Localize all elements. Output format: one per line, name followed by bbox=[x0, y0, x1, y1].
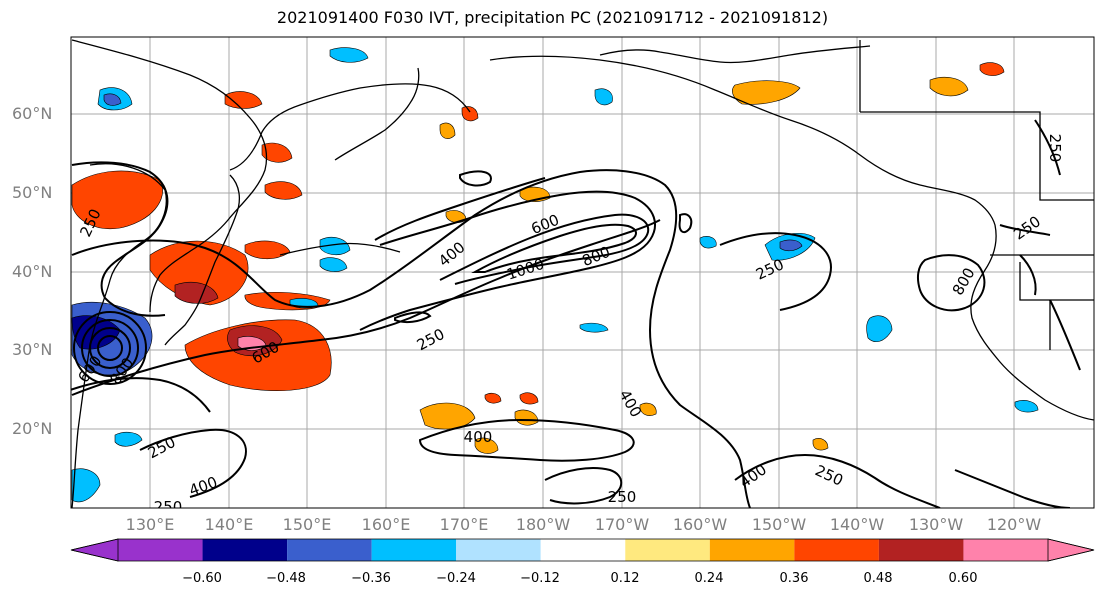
ivt-contours bbox=[71, 119, 1081, 508]
colorbar-extend-low bbox=[70, 538, 119, 562]
colorbar-tick-label: 0.48 bbox=[863, 571, 893, 586]
colorbar-segment bbox=[118, 539, 203, 561]
lon-label: 150°W bbox=[751, 515, 807, 534]
lon-label: 130°E bbox=[125, 515, 175, 534]
contour-label: 250 bbox=[1046, 134, 1064, 163]
colorbar-segment bbox=[709, 539, 795, 561]
lat-label: 50°N bbox=[12, 183, 53, 202]
lat-label: 60°N bbox=[12, 104, 53, 123]
lon-label: 120°W bbox=[986, 515, 1042, 534]
colorbar-segment bbox=[794, 539, 879, 561]
lon-label: 140°W bbox=[829, 515, 885, 534]
colorbar-extend-high bbox=[1047, 538, 1095, 562]
contour-label: 250 bbox=[608, 488, 637, 506]
lon-label: 180°W bbox=[515, 515, 571, 534]
colorbar-tick-label: 0.12 bbox=[610, 571, 640, 586]
lon-label: 150°E bbox=[282, 515, 332, 534]
lon-label: 170°W bbox=[594, 515, 650, 534]
colorbar-segment bbox=[963, 539, 1048, 561]
colorbar-tick-label: 0.24 bbox=[694, 571, 724, 586]
colorbar-tick-label: −0.36 bbox=[351, 571, 391, 586]
contour-label: 400 bbox=[464, 428, 493, 446]
colorbar-tick-label: −0.60 bbox=[182, 571, 222, 586]
colorbar-tick-label: −0.24 bbox=[436, 571, 476, 586]
colorbar-segment bbox=[456, 539, 541, 561]
lat-label: 30°N bbox=[12, 340, 53, 359]
map-frame bbox=[70, 36, 1095, 509]
colorbar-tick-label: −0.12 bbox=[520, 571, 560, 586]
colorbar-segment bbox=[371, 539, 457, 561]
contour-label: 250 bbox=[154, 498, 183, 516]
map-panel: 250 400 600 800 1000 800 600 400 250 250… bbox=[71, 37, 1094, 516]
precipitation-shading bbox=[71, 47, 1039, 503]
colorbar-segment bbox=[540, 539, 626, 561]
lat-label: 20°N bbox=[12, 419, 53, 438]
lon-label: 170°E bbox=[439, 515, 489, 534]
colorbar-tick-label: −0.48 bbox=[266, 571, 306, 586]
lon-label: 160°E bbox=[361, 515, 411, 534]
figure-title: 2021091400 F030 IVT, precipitation PC (2… bbox=[276, 8, 829, 27]
lon-label: 140°E bbox=[204, 515, 254, 534]
colorbar bbox=[70, 538, 1095, 562]
colorbar-segment bbox=[878, 539, 964, 561]
colorbar-segment bbox=[287, 539, 372, 561]
colorbar-tick-label: 0.36 bbox=[779, 571, 809, 586]
colorbar-segment bbox=[625, 539, 710, 561]
colorbar-outline bbox=[70, 538, 1095, 562]
lat-label: 40°N bbox=[12, 262, 53, 281]
lon-label: 130°W bbox=[908, 515, 964, 534]
lon-label: 160°W bbox=[672, 515, 728, 534]
colorbar-tick-label: 0.60 bbox=[948, 571, 978, 586]
colorbar-segment bbox=[202, 539, 288, 561]
